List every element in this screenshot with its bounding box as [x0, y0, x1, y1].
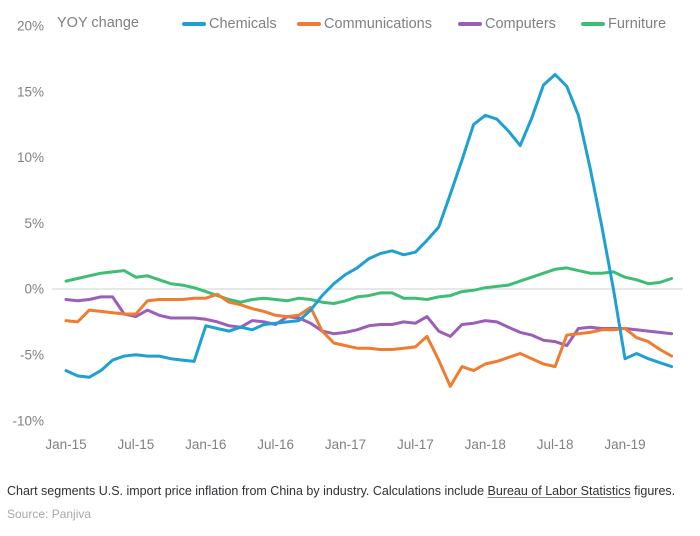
y-axis-label: -10% [12, 413, 44, 428]
x-axis-label: Jul-15 [117, 437, 154, 452]
x-axis-label: Jan-19 [604, 437, 645, 452]
series-line-communications [64, 292, 674, 388]
caption-text: Chart segments U.S. import price inflati… [7, 484, 488, 498]
legend-item-chemicals: Chemicals [182, 15, 277, 33]
legend-swatch-icon [581, 22, 605, 26]
chart-legend: Chemicals Communications Computers Furnitur… [0, 0, 700, 32]
series-line-computers [64, 295, 674, 348]
x-axis-label: Jan-17 [325, 437, 366, 452]
series-line-chemicals [64, 73, 674, 379]
legend-swatch-icon [297, 22, 321, 26]
legend-label: Computers [485, 16, 556, 32]
y-axis-label: 5% [24, 216, 44, 231]
legend-label: Furniture [608, 16, 667, 32]
source-note: Source: Panjiva [7, 507, 92, 521]
y-axis-label: 0% [24, 282, 44, 297]
y-axis-label: -5% [20, 348, 44, 363]
line-chart: 20% 15% 10% 5% 0% -5% -10%Jan-15 Jul-15 Jan-16 Ju… [12, 19, 683, 452]
x-axis-label: Jan-16 [185, 437, 226, 452]
legend-label: Communications [324, 16, 432, 32]
x-axis-label: Jan-15 [45, 437, 86, 452]
x-axis-label: Jul-17 [397, 437, 434, 452]
y-axis-label: 20% [17, 19, 44, 34]
x-axis-label: Jan-18 [465, 437, 506, 452]
legend-label: Chemicals [209, 16, 277, 32]
legend-item-communications: Communications [297, 15, 432, 33]
legend-swatch-icon [182, 22, 206, 26]
x-axis-label: Jul-16 [257, 437, 294, 452]
y-axis-title: YOY change [57, 15, 139, 31]
bls-link[interactable]: Bureau of Labor Statistics [487, 484, 631, 498]
y-axis-label: 10% [17, 150, 44, 165]
legend-item-furniture: Furniture [581, 15, 666, 33]
x-axis-label: Jul-18 [537, 437, 574, 452]
legend-item-computers: Computers [458, 15, 556, 33]
series-line-furniture [64, 266, 674, 305]
y-axis-label: 15% [17, 84, 44, 99]
legend-swatch-icon [458, 22, 482, 26]
caption-text-end: figures. [630, 484, 676, 498]
chart-caption: Chart segments U.S. import price inflati… [7, 484, 693, 498]
